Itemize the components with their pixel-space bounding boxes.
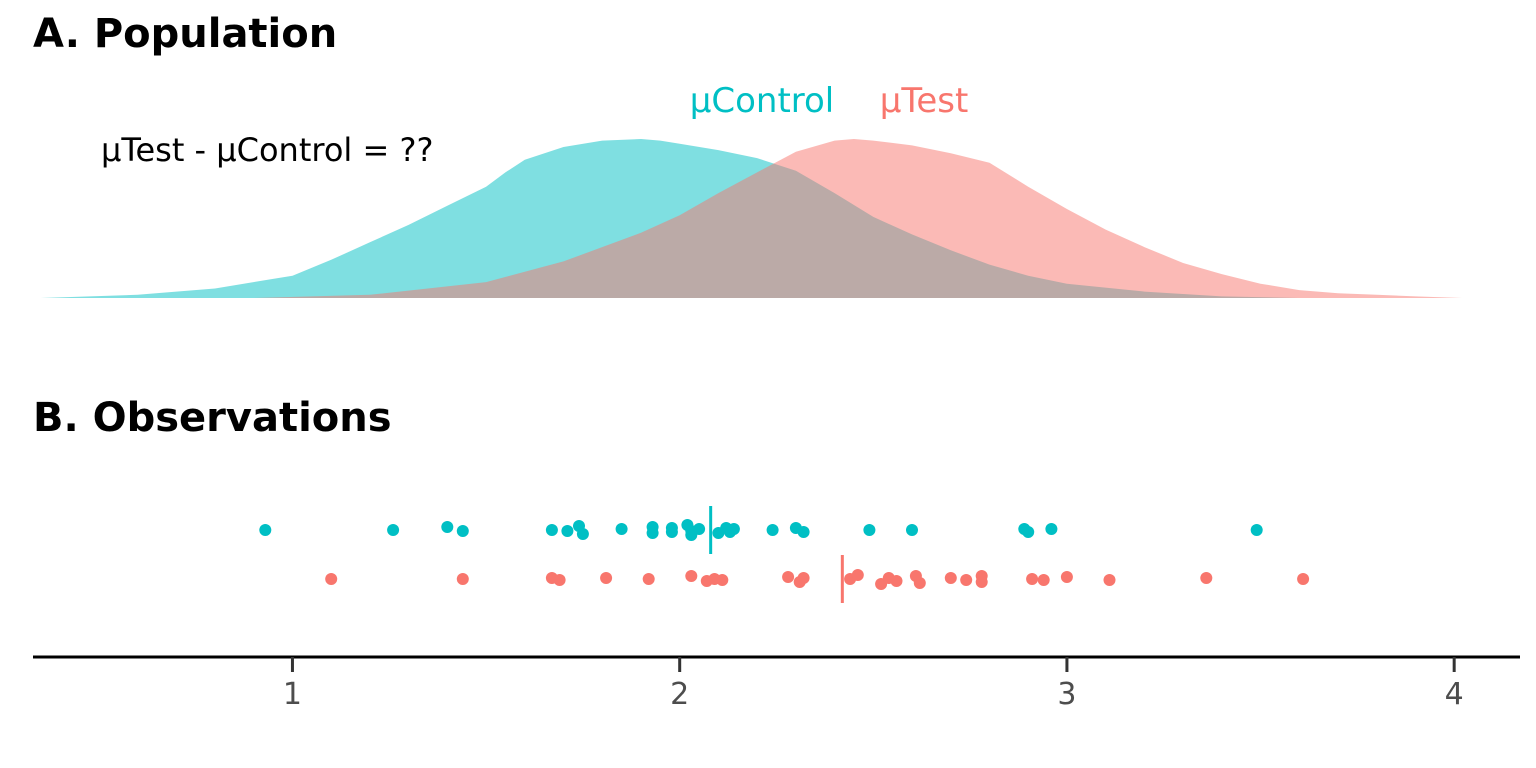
control-observation-point [797,526,810,538]
test-observation-point [1200,572,1213,584]
control-observation-point [906,524,918,536]
control-observation-point [665,526,678,538]
control-observation-point [561,525,574,537]
control-density-area [40,139,1300,298]
test-observation-point [456,573,469,585]
test-distribution-label: μTest [880,81,969,121]
test-observation-point [685,570,698,582]
x-tick-label: 3 [1057,677,1076,712]
control-observation-point [545,524,558,536]
control-observation-point [1045,523,1058,535]
test-observation-point [716,574,729,586]
x-tick-label: 1 [283,677,302,712]
panel-a-title: A. Population [33,11,337,57]
test-observation-point [325,573,338,585]
control-observation-point [259,524,272,536]
density-layer [40,139,1462,298]
test-observation-point [960,574,973,586]
test-observation-point [913,577,926,589]
control-observation-point [693,523,706,535]
control-observation-point [1250,524,1263,536]
control-observation-point [727,523,740,535]
control-observation-point [456,525,469,537]
control-observation-point [863,524,876,536]
control-observation-point [576,528,589,540]
difference-question-annotation: μTest - μControl = ?? [101,131,433,169]
test-observation-point [890,575,903,587]
control-observation-point [766,524,779,536]
control-observation-point [441,521,454,533]
test-observation-point [782,571,795,583]
test-observation-point [1103,574,1116,586]
control-observation-point [646,527,659,539]
control-observation-point [615,523,628,535]
control-distribution-label: μControl [690,81,835,121]
test-density-area [253,139,1462,298]
test-observation-point [1037,574,1050,586]
test-observation-point [851,569,864,581]
test-observation-point [642,573,655,585]
test-observation-point [1026,573,1039,585]
observation-layer [259,506,1310,603]
test-observation-point [553,574,566,586]
control-observation-point [1022,526,1035,538]
test-observation-point [1060,571,1073,583]
test-observation-point [975,576,988,588]
x-tick-label: 4 [1445,677,1464,712]
x-tick-label: 2 [670,677,689,712]
panel-b-title: B. Observations [33,395,392,441]
test-observation-point [1297,573,1310,585]
x-axis-ticks: 1 2 3 4 [283,657,1464,712]
control-observation-point [387,524,400,536]
test-observation-point [600,572,613,584]
test-observation-point [797,572,810,584]
test-observation-point [944,572,957,584]
